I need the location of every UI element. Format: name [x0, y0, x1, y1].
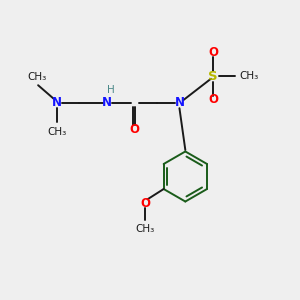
Text: S: S — [208, 70, 218, 83]
Text: N: N — [52, 96, 62, 110]
Text: CH₃: CH₃ — [136, 224, 155, 234]
Text: CH₃: CH₃ — [28, 72, 47, 82]
Text: O: O — [129, 123, 139, 136]
Text: CH₃: CH₃ — [239, 71, 259, 81]
Text: O: O — [208, 46, 218, 59]
Text: N: N — [102, 96, 112, 110]
Text: O: O — [208, 93, 218, 106]
Text: H: H — [107, 85, 115, 94]
Text: CH₃: CH₃ — [48, 127, 67, 137]
Text: O: O — [140, 196, 150, 210]
Text: N: N — [174, 96, 184, 110]
